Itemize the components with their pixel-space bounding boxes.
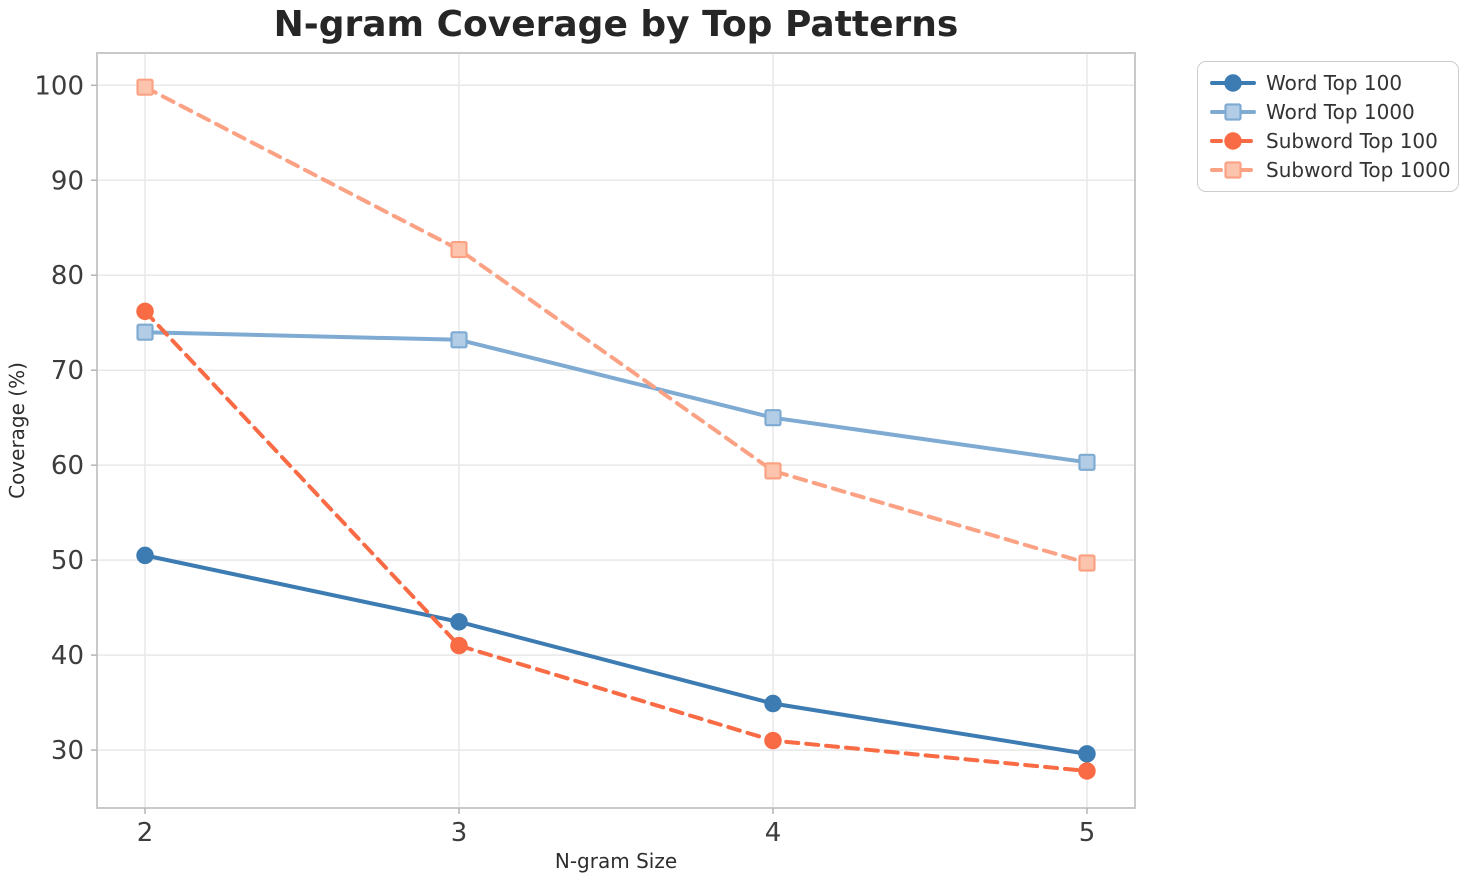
legend-item-word-top-100: Word Top 100 — [1210, 71, 1450, 95]
legend-item-subword-top-100: Subword Top 100 — [1210, 129, 1450, 153]
y-tick-label: 50 — [51, 546, 84, 576]
y-tick-label: 80 — [51, 261, 84, 291]
data-point-circle — [136, 546, 154, 565]
legend-label: Word Top 100 — [1266, 70, 1403, 95]
plot-border — [96, 52, 1136, 809]
y-tick-label: 100 — [34, 71, 84, 101]
data-point-circle — [1224, 73, 1242, 92]
x-tick-label: 4 — [765, 818, 782, 848]
data-point-circle — [1224, 132, 1242, 150]
data-point-circle — [450, 636, 468, 655]
series-word-top-1000 — [136, 323, 1096, 471]
data-point-circle — [764, 694, 782, 713]
data-point-square — [136, 323, 154, 341]
x-tick-label: 5 — [1079, 818, 1096, 848]
data-point-circle — [1078, 745, 1096, 763]
legend-marker-subword-top-1000 — [1210, 161, 1256, 179]
y-tick-label: 90 — [51, 166, 84, 196]
data-point-square — [136, 78, 154, 96]
legend-label: Subword Top 100 — [1266, 129, 1438, 154]
series-line — [143, 553, 1089, 756]
data-point-square — [450, 240, 468, 259]
y-axis-label: Coverage (%) — [5, 362, 29, 499]
data-point-square — [1224, 161, 1242, 179]
legend-label: Word Top 1000 — [1266, 99, 1415, 124]
legend: Word Top 100 Word Top 1000 Subword Top 1… — [1197, 61, 1459, 192]
data-point-circle — [450, 613, 468, 631]
data-point-square — [764, 462, 782, 480]
series-line — [143, 85, 1089, 565]
chart-title: N-gram Coverage by Top Patterns — [273, 4, 959, 45]
x-tick-label: 3 — [451, 818, 468, 848]
x-tick-label: 2 — [137, 818, 154, 848]
series-word-top-100 — [136, 546, 1096, 763]
legend-marker-word-top-100 — [1210, 73, 1256, 92]
y-tick-label: 70 — [51, 356, 84, 386]
x-axis-label: N-gram Size — [555, 849, 677, 873]
legend-label: Subword Top 1000 — [1266, 158, 1451, 183]
data-point-circle — [1078, 762, 1096, 780]
legend-marker-subword-top-100 — [1210, 132, 1256, 150]
y-tick-label: 60 — [51, 451, 84, 481]
data-point-circle — [764, 731, 782, 750]
legend-marker-word-top-1000 — [1210, 103, 1256, 121]
data-point-square — [1078, 453, 1096, 471]
data-point-square — [450, 331, 468, 349]
data-point-circle — [136, 302, 154, 321]
data-point-square — [764, 409, 782, 427]
y-tick-label: 40 — [51, 641, 84, 671]
series-line — [143, 309, 1089, 773]
series-subword-top-100 — [136, 302, 1096, 780]
data-point-square — [1078, 554, 1096, 572]
data-point-square — [1224, 103, 1242, 121]
series-subword-top-1000 — [136, 78, 1096, 572]
y-tick-label: 30 — [51, 736, 84, 766]
legend-item-word-top-1000: Word Top 1000 — [1210, 100, 1450, 124]
legend-item-subword-top-1000: Subword Top 1000 — [1210, 158, 1451, 183]
series-line — [143, 330, 1089, 465]
